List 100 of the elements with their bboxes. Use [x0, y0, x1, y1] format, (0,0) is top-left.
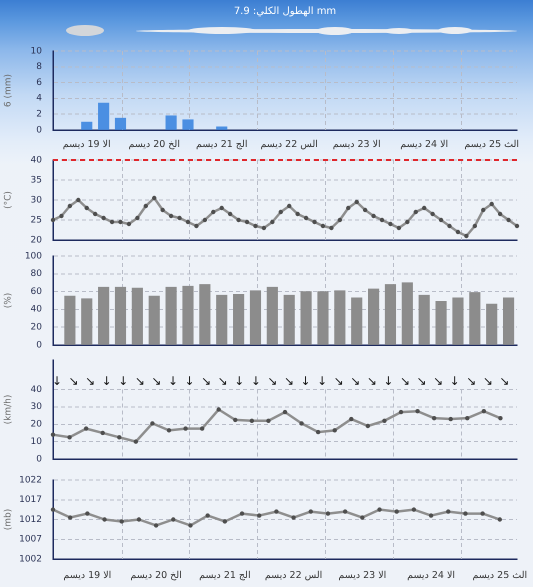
y-axis-title: 6 (mm) [4, 74, 14, 108]
x-tick-label: الج 21 ديسم [196, 139, 248, 150]
annotation: ↘ [218, 374, 228, 388]
annotation: ↘ [201, 374, 212, 388]
y-tick-label: 1017 [19, 495, 42, 506]
annotation: ↘ [350, 374, 360, 388]
bar [216, 126, 228, 130]
x-tick-label: الس 22 ديسم [264, 570, 322, 582]
y-axis-title: (%) [4, 292, 14, 308]
annotation: ↓ [118, 374, 128, 388]
bar [199, 284, 210, 345]
y-tick-label: 40 [30, 304, 42, 315]
y-axis-title: (mb) [4, 508, 14, 530]
y-tick-label: 60 [30, 286, 42, 297]
bar [469, 292, 480, 345]
annotation: ↘ [85, 374, 96, 388]
annotation: ↘ [482, 374, 493, 388]
annotation: ↓ [52, 374, 62, 388]
bar [402, 282, 413, 345]
x-tick-label: الا 19 ديسم [63, 570, 112, 582]
annotation: ↘ [416, 374, 427, 388]
bar [384, 284, 396, 345]
y-tick-label: 1022 [19, 475, 42, 486]
bar [266, 286, 278, 345]
y-tick-label: 0 [36, 454, 42, 464]
annotation: ↘ [499, 374, 510, 388]
annotation: ↓ [250, 374, 261, 388]
x-tick-label: الث 25 ديسم [472, 570, 528, 582]
y-tick-label: 6 [36, 78, 42, 88]
annotation: ↓ [383, 374, 394, 388]
y-tick-label: 1012 [19, 514, 42, 525]
y-tick-label: 40 [30, 155, 42, 166]
annotation: ↓ [234, 374, 244, 388]
x-tick-label: الخ 20 ديسم [128, 139, 180, 150]
y-tick-label: 30 [30, 402, 42, 412]
bar [435, 301, 447, 345]
annotation: ↓ [450, 374, 460, 388]
bar [284, 294, 295, 345]
annotation: ↓ [184, 374, 195, 388]
x-tick-label: الا 19 ديسم [62, 139, 111, 150]
y-tick-label: 100 [24, 251, 42, 262]
y-tick-label: 1002 [19, 554, 42, 564]
annotation: ↓ [168, 374, 178, 388]
y-tick-label: 10 [30, 46, 42, 56]
annotation: ↘ [267, 374, 278, 388]
y-axis-title: (°C) [4, 191, 14, 209]
annotation: ↘ [366, 374, 377, 388]
y-tick-label: 0 [36, 125, 42, 136]
annotation: ↘ [334, 374, 344, 388]
x-tick-label: الخ 20 ديسم [130, 570, 182, 582]
bar [300, 291, 312, 345]
chart-title: الهطول الكلي: 7.9 mm [232, 6, 338, 18]
bar [114, 118, 126, 130]
bar [182, 119, 194, 130]
bar [166, 286, 177, 345]
annotation: ↘ [68, 374, 79, 388]
y-axis-title: (km/h) [4, 394, 14, 424]
annotation: ↘ [151, 374, 162, 388]
annotation: ↓ [300, 374, 311, 388]
y-tick-label: 4 [36, 94, 42, 104]
annotation: ↘ [284, 374, 294, 388]
bar [502, 298, 514, 345]
bar [351, 298, 362, 345]
bar [418, 294, 430, 345]
bar [114, 286, 126, 345]
y-tick-label: 80 [30, 269, 42, 280]
bar [368, 288, 380, 345]
y-tick-label: 0 [36, 340, 42, 350]
annotation: ↓ [317, 374, 328, 388]
bar [233, 294, 244, 345]
bar [132, 288, 143, 345]
y-tick-label: 8 [36, 62, 42, 72]
y-tick-label: 25 [30, 215, 42, 226]
annotation: ↘ [466, 374, 476, 388]
annotation: ↓ [102, 374, 112, 388]
bar [182, 286, 194, 345]
annotation: ↘ [134, 374, 145, 388]
bar [486, 304, 498, 345]
y-tick-label: 40 [30, 384, 42, 395]
bar [216, 294, 228, 345]
bar [148, 296, 160, 345]
x-tick-label: الس 22 ديسم [260, 139, 318, 150]
bar [98, 286, 110, 345]
x-tick-label: الا 24 ديسم [400, 139, 448, 150]
bar [81, 298, 92, 345]
annotation: ↘ [433, 374, 444, 388]
y-tick-label: 20 [30, 420, 42, 430]
y-tick-label: 20 [30, 235, 42, 246]
x-tick-label: الج 21 ديسم [199, 570, 251, 582]
y-tick-label: 1007 [19, 534, 42, 545]
y-tick-label: 30 [30, 195, 42, 206]
y-tick-label: 20 [30, 322, 42, 333]
x-tick-label: الا 24 ديسم [407, 570, 456, 582]
y-tick-label: 2 [36, 110, 42, 120]
x-tick-label: الا 23 ديسم [338, 570, 386, 582]
annotation: ↘ [400, 374, 410, 388]
bar [317, 291, 329, 345]
y-tick-label: 35 [30, 175, 42, 186]
bar [250, 290, 262, 345]
bar [452, 298, 464, 345]
